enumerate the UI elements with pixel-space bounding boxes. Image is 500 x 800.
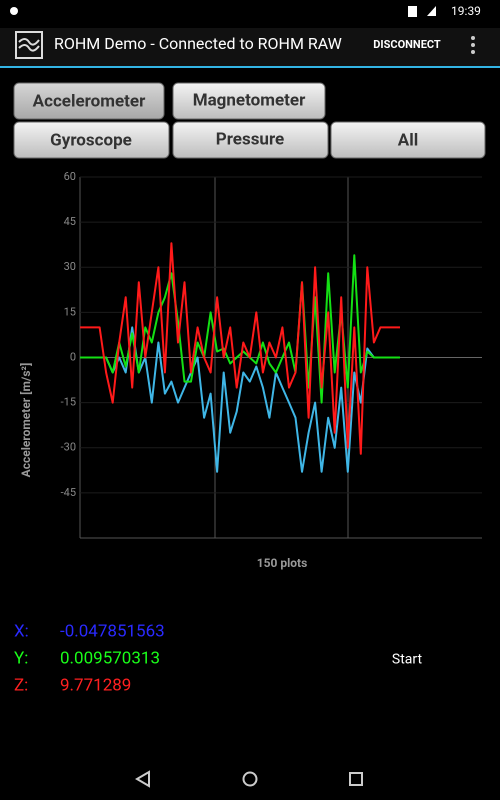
back-button[interactable] [135,770,150,788]
reading-value: -0.047851563 [60,621,165,641]
x-axis-label: 150 plots [257,556,308,570]
app-icon-wave [18,38,40,52]
tab-label: Accelerometer [33,91,146,111]
recents-button[interactable] [349,772,363,786]
app-bar-divider [0,66,500,68]
disconnect-button[interactable]: DISCONNECT [373,38,441,51]
y-tick-label: -30 [61,441,76,454]
app-title: ROHM Demo - Connected to ROHM RAW [54,34,342,53]
tab-button[interactable] [330,121,486,159]
tab-label: Pressure [216,129,284,149]
battery-icon [408,6,417,17]
reading-value: 0.009570313 [60,648,160,668]
series-line [80,242,400,455]
signal-icon [427,6,436,16]
app-bar [0,28,500,66]
reading-label: Y: [14,648,28,668]
plot: 60 45 30 15 0 -15 -30 -45 [61,170,482,499]
tab-label: Gyroscope [50,130,132,150]
app-icon [15,31,43,59]
y-axis-label: Accelerometer [m/s²] [18,363,33,478]
readings: X: -0.047851563 Y: 0.009570313 Z: 9.771289 [14,621,165,695]
reading-label: X: [14,621,29,641]
tab-button[interactable] [172,82,326,120]
y-tick-label: 15 [64,305,76,318]
y-tick-label: 0 [70,350,76,363]
tab-button[interactable] [13,82,165,120]
y-tick-label: 60 [64,170,76,183]
y-tick-label: 45 [64,215,76,228]
y-tick-label: -15 [61,396,76,409]
start-button[interactable]: Start [392,652,423,668]
home-button[interactable] [242,771,258,787]
tab-button[interactable] [13,121,170,159]
y-tick-label: -45 [61,486,76,499]
series-line [80,254,400,404]
tab-label: All [398,130,418,150]
tab-label: Magnetometer [193,90,306,110]
reading-label: Z: [14,675,28,695]
overflow-menu[interactable] [471,36,475,54]
clock: 19:39 [451,4,481,18]
series-line [80,326,400,473]
tab-button[interactable] [172,121,329,159]
notification-icon [10,7,18,15]
reading-value: 9.771289 [60,675,131,695]
y-tick-label: 30 [64,260,76,273]
